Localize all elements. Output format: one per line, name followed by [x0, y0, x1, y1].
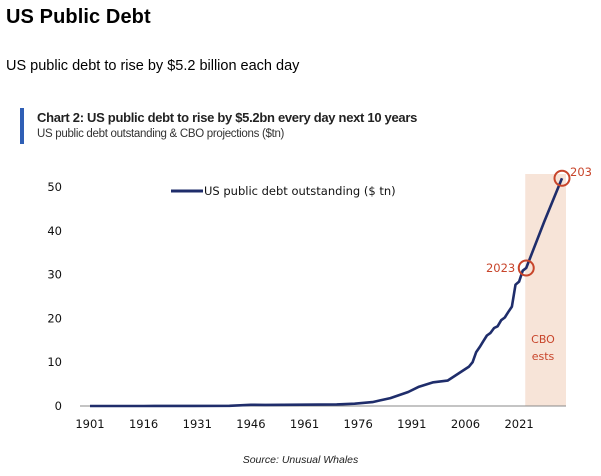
legend-label: US public debt outstanding ($ tn) — [204, 184, 396, 198]
y-tick-label: 40 — [47, 224, 62, 238]
x-tick-label: 2021 — [504, 417, 533, 431]
x-tick-label: 1931 — [183, 417, 212, 431]
annotation-circle — [517, 259, 535, 277]
x-tick-label: 1901 — [75, 417, 104, 431]
y-tick-label: 50 — [47, 180, 62, 194]
y-tick-label: 20 — [47, 311, 62, 325]
annotation-label: 203 — [570, 165, 592, 179]
page-subtitle: US public debt to rise by $5.2 billion e… — [6, 58, 300, 74]
y-tick-label: 10 — [47, 355, 62, 369]
cbo-projection-region — [525, 174, 566, 406]
x-tick-label: 1946 — [236, 417, 265, 431]
source-caption: Source: Unusual Whales — [242, 454, 359, 466]
series-line — [90, 177, 564, 408]
annotation-label: 2023 — [486, 261, 515, 275]
y-tick-label: 30 — [47, 268, 62, 282]
x-tick-label: 1916 — [129, 417, 158, 431]
chart-accent-bar — [20, 108, 24, 144]
x-tick-label: 1961 — [290, 417, 319, 431]
chart-card: Chart 2: US public debt to rise by $5.2b… — [20, 108, 601, 438]
cbo-region-label: CBO — [531, 333, 555, 346]
chart-title: Chart 2: US public debt to rise by $5.2b… — [37, 110, 418, 125]
x-tick-label: 1976 — [344, 417, 373, 431]
x-tick-label: 1991 — [397, 417, 426, 431]
x-tick-label: 2006 — [451, 417, 480, 431]
annotation-circle — [553, 169, 571, 187]
cbo-region-label: ests — [532, 350, 555, 363]
page-title: US Public Debt — [6, 6, 151, 28]
chart-subtitle: US public debt outstanding & CBO project… — [37, 128, 285, 140]
y-tick-label: 0 — [55, 399, 62, 413]
